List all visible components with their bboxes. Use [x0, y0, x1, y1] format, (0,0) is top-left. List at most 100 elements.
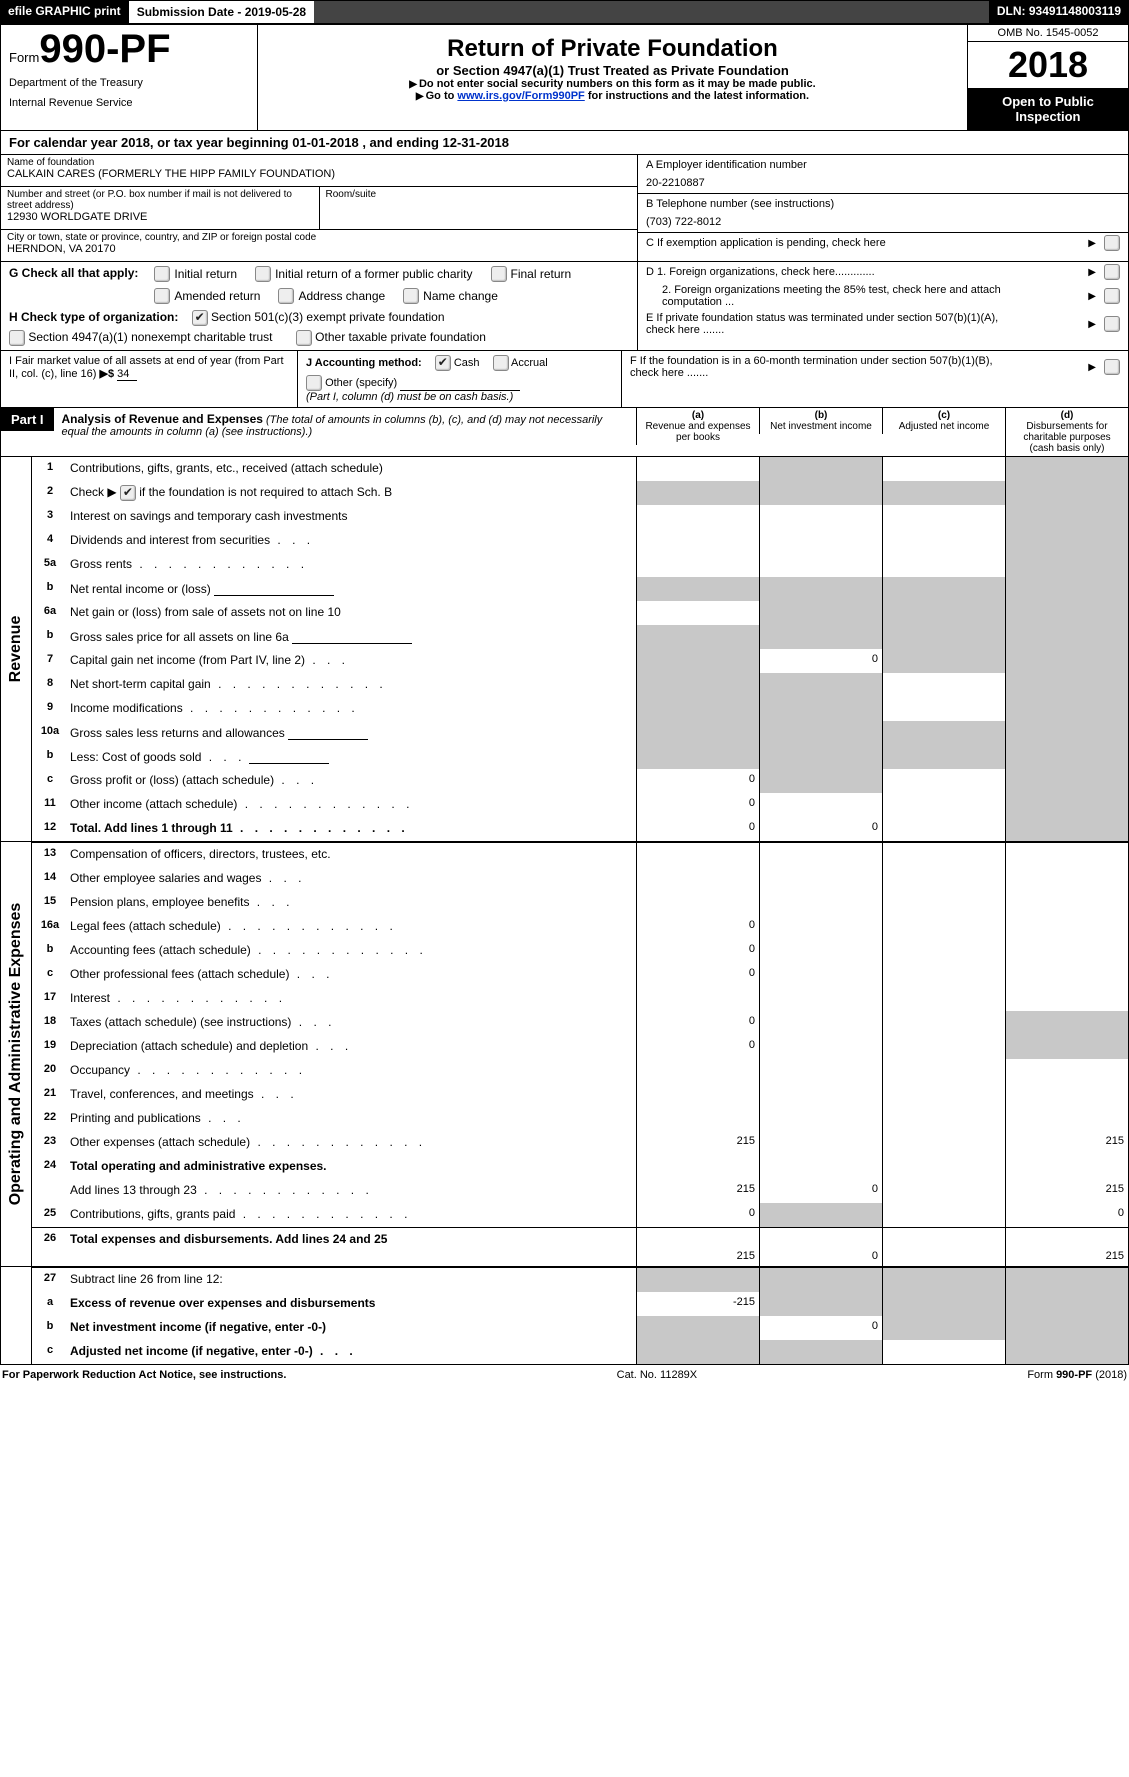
addr-label: Number and street (or P.O. box number if…	[7, 189, 313, 211]
ein-label: A Employer identification number	[646, 159, 1120, 171]
line-24: Total operating and administrative expen…	[68, 1155, 636, 1179]
dln-label: DLN: 93491148003119	[989, 0, 1129, 24]
l16a-a: 0	[636, 915, 759, 939]
part1-tag: Part I	[1, 408, 54, 431]
line-24b: Add lines 13 through 23	[68, 1179, 636, 1203]
dept-irs: Internal Revenue Service	[9, 97, 249, 109]
i-arrow: ▶$	[99, 368, 114, 380]
tel-value: (703) 722-8012	[646, 210, 1120, 228]
dept-treasury: Department of the Treasury	[9, 77, 249, 89]
col-c: (c)	[887, 410, 1001, 421]
expenses-table: Operating and Administrative Expenses 13…	[0, 842, 1129, 1267]
g-initial-former[interactable]	[255, 266, 271, 282]
j-cash-checkbox[interactable]	[435, 355, 451, 371]
j-other-field[interactable]	[400, 376, 520, 391]
l10c-a: 0	[636, 769, 759, 793]
submission-date: Submission Date - 2019-05-28	[129, 0, 314, 24]
line-27b: Net investment income (if negative, ente…	[68, 1316, 636, 1340]
g-opt-2: Final return	[511, 267, 572, 281]
g-amended-return[interactable]	[154, 288, 170, 304]
line-10b: Less: Cost of goods sold	[68, 745, 636, 769]
arrow-icon	[1088, 290, 1098, 302]
h-other-taxable[interactable]	[296, 330, 312, 346]
col-a-t: Revenue and expenses per books	[641, 421, 755, 443]
l25-d: 0	[1005, 1203, 1128, 1227]
side-revenue: Revenue	[7, 616, 25, 683]
l18-a: 0	[636, 1011, 759, 1035]
year-block: OMB No. 1545-0052 2018 Open to Public In…	[967, 25, 1128, 130]
j-accrual-checkbox[interactable]	[493, 355, 509, 371]
part1-header: Part I Analysis of Revenue and Expenses …	[0, 408, 1129, 457]
l19-a: 0	[636, 1035, 759, 1059]
c-checkbox[interactable]	[1104, 235, 1120, 251]
g-h-block: G Check all that apply: Initial return I…	[0, 262, 1129, 351]
l24-b: 0	[759, 1179, 882, 1203]
form-id-block: Form 990-PF Department of the Treasury I…	[1, 25, 258, 130]
line-10c: Gross profit or (loss) (attach schedule)	[68, 769, 636, 793]
line-5b: Net rental income or (loss)	[68, 577, 636, 601]
f-label: F If the foundation is in a 60-month ter…	[630, 355, 1010, 379]
line-4: Dividends and interest from securities	[68, 529, 636, 553]
line-12: Total. Add lines 1 through 11	[68, 817, 636, 841]
line-13: Compensation of officers, directors, tru…	[68, 843, 636, 867]
f-checkbox[interactable]	[1104, 359, 1120, 375]
g-address-change[interactable]	[278, 288, 294, 304]
l25-a: 0	[636, 1203, 759, 1227]
arrow-icon	[1088, 318, 1098, 330]
l16c-a: 0	[636, 963, 759, 987]
footer-right-post: (2018)	[1092, 1369, 1127, 1381]
line-9: Income modifications	[68, 697, 636, 721]
col-b-t: Net investment income	[764, 421, 878, 432]
ssn-note: Do not enter social security numbers on …	[419, 78, 816, 90]
l6b-field[interactable]	[292, 629, 412, 644]
line-26: Total expenses and disbursements. Add li…	[68, 1228, 636, 1266]
calendar-year-row: For calendar year 2018, or tax year begi…	[0, 131, 1129, 155]
h-4947[interactable]	[9, 330, 25, 346]
arrow-icon	[1088, 237, 1098, 249]
g-opt-5: Name change	[423, 289, 498, 303]
line-16a: Legal fees (attach schedule)	[68, 915, 636, 939]
schb-checkbox[interactable]	[120, 485, 136, 501]
room-label: Room/suite	[326, 189, 632, 200]
l10b-field[interactable]	[249, 749, 329, 764]
j-note: (Part I, column (d) must be on cash basi…	[306, 391, 613, 403]
line-6a: Net gain or (loss) from sale of assets n…	[68, 601, 636, 625]
h-501c3[interactable]	[192, 310, 208, 326]
g-initial-return[interactable]	[154, 266, 170, 282]
g-final-return[interactable]	[491, 266, 507, 282]
name-label: Name of foundation	[7, 157, 631, 168]
line-1: Contributions, gifts, grants, etc., rece…	[68, 457, 636, 481]
j-other-checkbox[interactable]	[306, 375, 322, 391]
efile-label: efile GRAPHIC print	[0, 0, 129, 24]
open-public-badge: Open to Public Inspection	[968, 88, 1128, 130]
entity-section: Name of foundation CALKAIN CARES (FORMER…	[0, 155, 1129, 262]
l5b-field[interactable]	[214, 581, 334, 596]
line-25: Contributions, gifts, grants paid	[68, 1203, 636, 1227]
form-subtitle: or Section 4947(a)(1) Trust Treated as P…	[266, 63, 959, 78]
l12-b: 0	[759, 817, 882, 841]
l26-d: 215	[1005, 1228, 1128, 1266]
addr-value: 12930 WORLDGATE DRIVE	[7, 211, 313, 223]
irs-link[interactable]: www.irs.gov/Form990PF	[457, 90, 584, 102]
line-5a: Gross rents	[68, 553, 636, 577]
e-label: E If private foundation status was termi…	[646, 312, 1026, 336]
l10a-text: Gross sales less returns and allowances	[70, 726, 285, 740]
footer-right-bold: 990-PF	[1056, 1369, 1092, 1381]
side-expenses: Operating and Administrative Expenses	[7, 903, 25, 1206]
h-opt-1: Section 501(c)(3) exempt private foundat…	[211, 310, 444, 324]
line27-block: 27Subtract line 26 from line 12: aExcess…	[0, 1267, 1129, 1365]
i-value: 34	[117, 368, 137, 381]
line-27a: Excess of revenue over expenses and disb…	[68, 1292, 636, 1316]
g-name-change[interactable]	[403, 288, 419, 304]
d1-checkbox[interactable]	[1104, 264, 1120, 280]
col-d: (d)	[1010, 410, 1124, 421]
line-2: Check ▶ if the foundation is not require…	[68, 481, 636, 505]
e-checkbox[interactable]	[1104, 316, 1120, 332]
l10a-field[interactable]	[288, 725, 368, 740]
l11-a: 0	[636, 793, 759, 817]
g-opt-4: Address change	[298, 289, 385, 303]
line-8: Net short-term capital gain	[68, 673, 636, 697]
d2-checkbox[interactable]	[1104, 288, 1120, 304]
g-label: G Check all that apply:	[9, 266, 138, 280]
l10b-text: Less: Cost of goods sold	[70, 750, 245, 764]
